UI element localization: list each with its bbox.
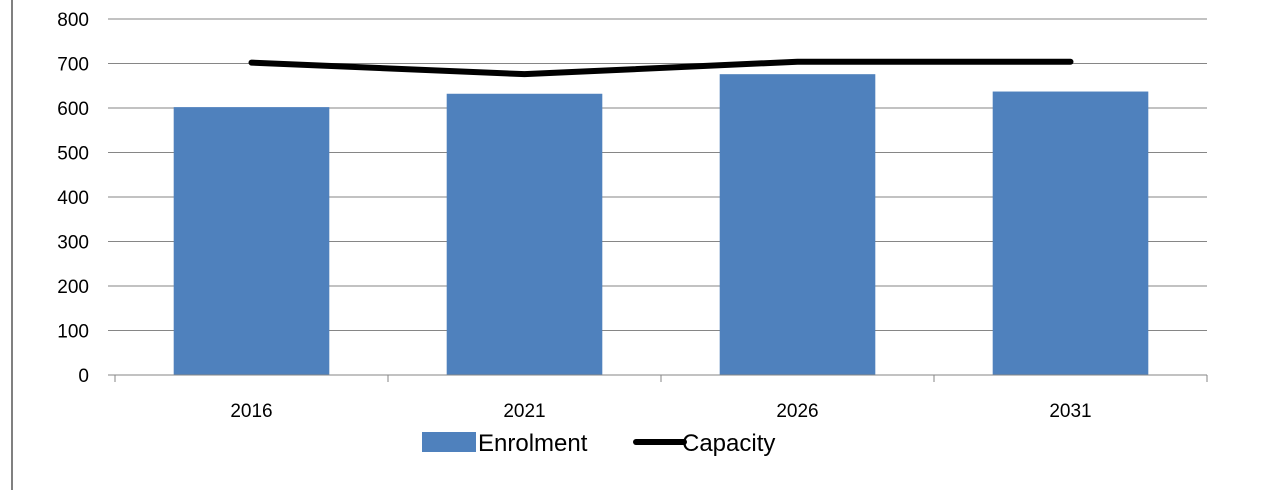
enrolment-bars	[174, 74, 1149, 375]
y-tick-label-300: 300	[57, 233, 89, 254]
y-tick-label-0: 0	[78, 366, 89, 387]
y-tick-label-500: 500	[57, 144, 89, 165]
x-tick-label-2031: 2031	[1049, 401, 1091, 422]
y-tick-label-100: 100	[57, 322, 89, 343]
y-tick-label-400: 400	[57, 188, 89, 209]
y-axis-tick-labels: 0 100 200 300 400 500 600 700 800	[57, 10, 89, 387]
legend-label-capacity: Capacity	[682, 430, 775, 457]
x-axis-tick-labels: 2016 2021 2026 2031	[230, 401, 1091, 422]
x-tick-label-2026: 2026	[776, 401, 818, 422]
enrolment-bar-2031	[993, 92, 1149, 375]
y-tick-label-700: 700	[57, 55, 89, 76]
legend-label-enrolment: Enrolment	[478, 430, 588, 457]
legend: Enrolment Capacity	[422, 430, 775, 457]
enrolment-bar-2021	[447, 94, 603, 375]
x-axis	[115, 375, 1207, 382]
enrolment-bar-2026	[720, 74, 876, 375]
x-tick-label-2016: 2016	[230, 401, 272, 422]
y-tick-label-600: 600	[57, 99, 89, 120]
enrolment-bar-2016	[174, 107, 330, 375]
x-tick-label-2021: 2021	[503, 401, 545, 422]
legend-swatch-enrolment	[422, 432, 476, 452]
y-tick-label-800: 800	[57, 10, 89, 31]
y-tick-label-200: 200	[57, 277, 89, 298]
